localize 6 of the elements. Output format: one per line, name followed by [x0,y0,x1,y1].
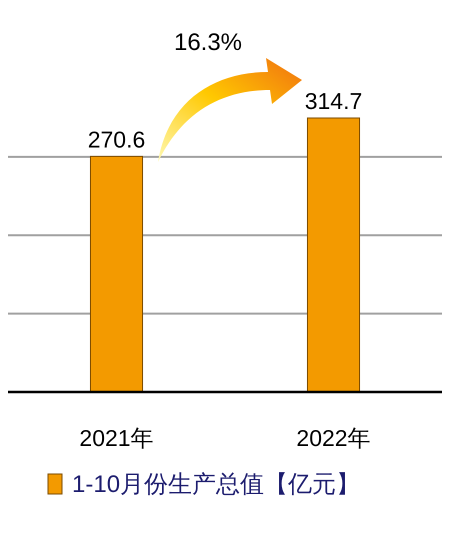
x-tick-label: 2021年 [79,425,154,451]
data-label: 270.6 [88,126,146,152]
data-label: 314.7 [304,88,362,114]
x-tick-label: 2022年 [296,425,371,451]
text: 16.3% [174,29,242,56]
legend-label: 1-10月份生产总值【亿元】 [72,471,360,498]
